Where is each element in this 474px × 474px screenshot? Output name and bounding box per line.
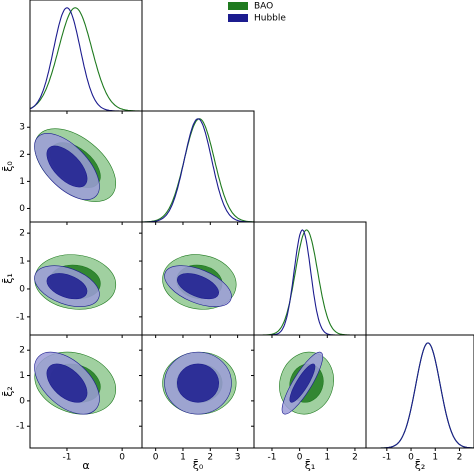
panel: -1 0 1 2 — [16, 221, 143, 338]
panel — [253, 221, 367, 338]
contour-1sigma — [46, 145, 88, 188]
y-tick-label: 0 — [19, 284, 25, 294]
panel-body — [34, 351, 117, 415]
panel-body — [34, 254, 117, 310]
y-tick-label: 1 — [19, 371, 25, 381]
marginal-curve — [366, 342, 474, 448]
y-tick-label: 1 — [19, 177, 25, 187]
marginal-curve — [366, 342, 474, 448]
panel-body — [366, 342, 474, 448]
y-axis-label: ξ̄₂ — [2, 386, 15, 397]
panel — [29, 0, 143, 114]
panel-body — [162, 351, 237, 415]
x-tick-label: 2 — [457, 453, 463, 463]
x-tick-label: 0 — [153, 453, 159, 463]
y-tick-label: 1 — [19, 257, 25, 267]
y-tick-label: 2 — [19, 229, 25, 239]
contour-1sigma — [46, 273, 88, 300]
x-axis-label: ξ̄₀ — [193, 459, 204, 472]
x-tick-label: 1 — [432, 453, 438, 463]
y-tick-label: 2 — [19, 346, 25, 356]
panel: -1 0 1 2 — [251, 334, 367, 463]
contour-1sigma — [289, 363, 316, 403]
panel-body — [254, 229, 366, 335]
panel: -1 0 -1 0 1 2 — [16, 334, 143, 463]
x-tick-label: 2 — [352, 453, 358, 463]
x-tick-label: 1 — [324, 453, 330, 463]
marginal-curve — [254, 229, 366, 335]
legend-swatch — [228, 2, 248, 10]
panel — [139, 221, 255, 338]
y-tick-label: -1 — [16, 312, 25, 322]
marginal-curve — [30, 7, 142, 111]
panel-body — [34, 128, 117, 202]
x-tick-label: 3 — [235, 453, 241, 463]
y-tick-label: 0 — [19, 396, 25, 406]
marginal-curve — [30, 7, 142, 111]
y-tick-label: 2 — [19, 150, 25, 160]
legend-swatch — [228, 14, 248, 22]
marginal-curve — [142, 118, 254, 222]
panel-body — [142, 118, 254, 222]
panel-body — [279, 351, 334, 415]
panel-frame — [365, 334, 474, 449]
contour-1sigma — [177, 273, 219, 300]
marginal-curve — [254, 229, 366, 335]
x-tick-label: 1 — [180, 453, 186, 463]
marginal-curve — [142, 118, 254, 222]
panel-frame — [253, 221, 367, 336]
x-tick-label: 0 — [297, 453, 303, 463]
panel: 0 1 2 3 — [139, 334, 255, 463]
x-axis-label: ξ̄₂ — [415, 459, 426, 472]
x-tick-label: 0 — [119, 453, 125, 463]
panel-body — [162, 254, 237, 310]
x-tick-label: 2 — [207, 453, 213, 463]
x-axis-label: α — [82, 459, 89, 472]
panel-frame — [141, 110, 255, 223]
legend-label: BAO — [254, 2, 273, 12]
panel-body — [30, 7, 142, 111]
y-tick-label: -1 — [16, 422, 25, 432]
legend-label: Hubble — [254, 14, 286, 24]
x-tick-label: -1 — [267, 453, 276, 463]
y-axis-label: ξ̄₀ — [2, 161, 15, 172]
contour-1sigma — [46, 363, 88, 403]
panel: -1 0 1 2 — [365, 334, 474, 463]
x-tick-label: -1 — [62, 453, 71, 463]
panel-frame — [29, 0, 143, 112]
x-axis-label: ξ̄₁ — [305, 459, 316, 472]
contour-1sigma — [177, 363, 219, 403]
y-axis-label: ξ̄₁ — [2, 273, 15, 284]
x-tick-label: 0 — [408, 453, 414, 463]
panel — [141, 110, 255, 225]
y-tick-label: 3 — [19, 123, 25, 133]
panel: 0 1 2 3 — [19, 110, 143, 225]
x-tick-label: -1 — [382, 453, 391, 463]
y-tick-label: 0 — [19, 204, 25, 214]
